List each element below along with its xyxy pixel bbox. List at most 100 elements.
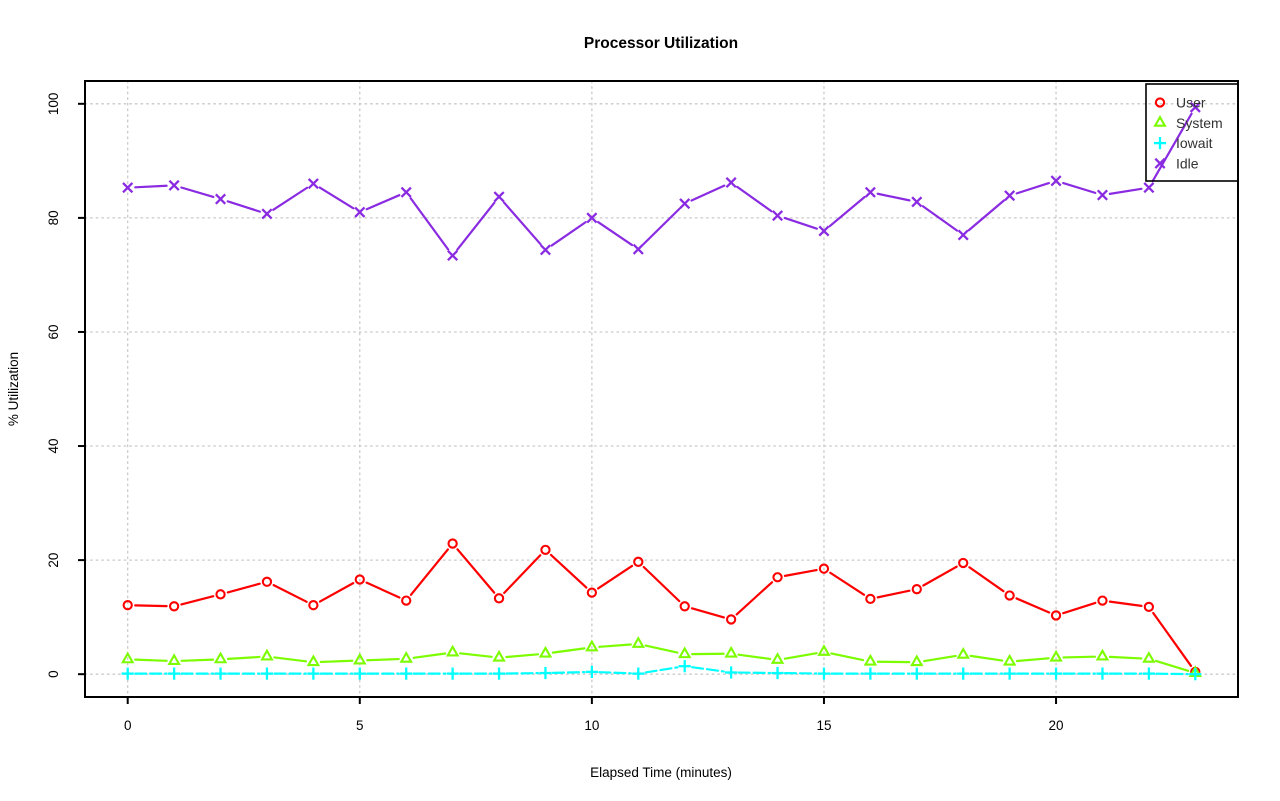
series-user-marker xyxy=(540,544,551,555)
series-system-line xyxy=(551,647,586,654)
legend-entry-iowait: Iowait xyxy=(1153,135,1213,151)
series-user-marker xyxy=(911,584,922,595)
series-idle-line xyxy=(690,184,726,202)
series-user-marker xyxy=(354,574,365,585)
series-idle-marker xyxy=(1096,189,1108,201)
series-user-line xyxy=(503,554,542,595)
series-system-marker xyxy=(306,654,321,667)
series-idle-line xyxy=(502,201,542,246)
series-user-line xyxy=(1108,600,1143,607)
series-idle-marker xyxy=(586,212,598,224)
series-user-marker xyxy=(168,601,180,612)
series-idle-marker xyxy=(447,250,459,262)
legend-marker-user xyxy=(1154,97,1166,108)
y-tick-label: 80 xyxy=(46,210,61,225)
series-idle-line xyxy=(272,186,309,211)
series-user-marker xyxy=(308,600,319,611)
series-system-line xyxy=(1016,657,1050,663)
series-idle-marker xyxy=(632,243,644,255)
legend-label-idle: Idle xyxy=(1176,155,1199,171)
series-system-marker xyxy=(956,646,970,659)
series-system-marker xyxy=(1142,650,1156,663)
series-system-line xyxy=(273,656,308,663)
series-system-marker xyxy=(678,646,692,659)
series-idle-marker xyxy=(215,193,227,205)
series-user-line xyxy=(272,584,308,603)
series-user-line xyxy=(876,589,911,599)
y-tick-label: 0 xyxy=(46,670,61,678)
plot-border xyxy=(84,80,1239,698)
series-iowait-line xyxy=(598,671,632,675)
series-user-line xyxy=(1152,611,1193,667)
grid-layer xyxy=(84,80,1239,698)
series-system-line xyxy=(134,658,168,662)
series-user-marker xyxy=(447,538,458,549)
series-user-line xyxy=(318,582,355,603)
series-system-line xyxy=(1062,655,1097,659)
x-tick-label: 10 xyxy=(584,718,599,733)
series-idle-line xyxy=(1062,181,1097,194)
series-idle-marker xyxy=(725,177,737,189)
x-tick-label: 20 xyxy=(1049,718,1064,733)
series-idle-line xyxy=(1108,187,1143,195)
series-idle-line xyxy=(365,194,401,211)
series-user-marker xyxy=(679,601,690,612)
series-idle-line xyxy=(318,186,355,210)
series-system-line xyxy=(969,654,1004,662)
series-system-marker xyxy=(260,648,274,661)
series-system-marker xyxy=(910,654,924,667)
legend-entry-system: System xyxy=(1153,115,1223,131)
series-system-marker xyxy=(770,652,785,664)
series-iowait-line xyxy=(644,666,679,674)
series-system-marker xyxy=(585,639,599,652)
series-idle-line xyxy=(783,216,818,230)
series-user-marker xyxy=(725,614,737,625)
series-iowait-line xyxy=(551,670,586,674)
series-iowait-line xyxy=(691,666,725,673)
y-tick-label: 40 xyxy=(46,439,61,454)
series-user-line xyxy=(456,548,496,594)
series-system-line xyxy=(1154,659,1190,672)
y-tick-label: 100 xyxy=(46,93,61,116)
series-system xyxy=(120,636,1203,677)
series-idle-marker xyxy=(957,229,969,241)
series-user-line xyxy=(365,581,401,599)
series-system-line xyxy=(319,659,354,664)
series-user-line xyxy=(735,581,774,616)
series-idle-marker xyxy=(400,186,412,198)
series-user-marker xyxy=(261,576,273,587)
series-system-marker xyxy=(213,651,228,664)
series-iowait xyxy=(121,660,1202,681)
series-system-line xyxy=(830,652,865,662)
series-idle-marker xyxy=(307,178,319,190)
series-user-line xyxy=(597,564,634,590)
series-idle-line xyxy=(180,186,215,199)
series-idle-line xyxy=(226,200,261,213)
series-system-line xyxy=(598,643,632,648)
series-system-line xyxy=(226,655,261,660)
series-user-marker xyxy=(1097,595,1108,606)
series-user-marker xyxy=(633,556,644,567)
x-axis-label: Elapsed Time (minutes) xyxy=(590,765,732,780)
series-system-marker xyxy=(1002,653,1017,666)
legend: User System Iowait Idle xyxy=(1145,83,1239,182)
x-tick-label: 5 xyxy=(356,718,364,733)
series-idle-line xyxy=(736,185,773,213)
series-system-line xyxy=(737,653,772,661)
series-system-line xyxy=(505,653,540,659)
series-user-marker xyxy=(818,563,830,574)
legend-box xyxy=(1145,83,1239,182)
y-tick-label: 20 xyxy=(46,553,61,568)
series-idle-line xyxy=(876,192,911,202)
series-user-line xyxy=(829,571,866,596)
series-user-line xyxy=(134,604,168,608)
series-user-line xyxy=(226,582,261,594)
series-system-marker xyxy=(631,636,645,648)
series-idle-line xyxy=(1015,181,1051,195)
x-tick-label: 0 xyxy=(124,718,132,733)
legend-label-user: User xyxy=(1176,95,1206,111)
series-user-marker xyxy=(1143,601,1155,613)
x-tick-label: 15 xyxy=(816,718,831,733)
chart-title: Processor Utilization xyxy=(584,35,738,52)
